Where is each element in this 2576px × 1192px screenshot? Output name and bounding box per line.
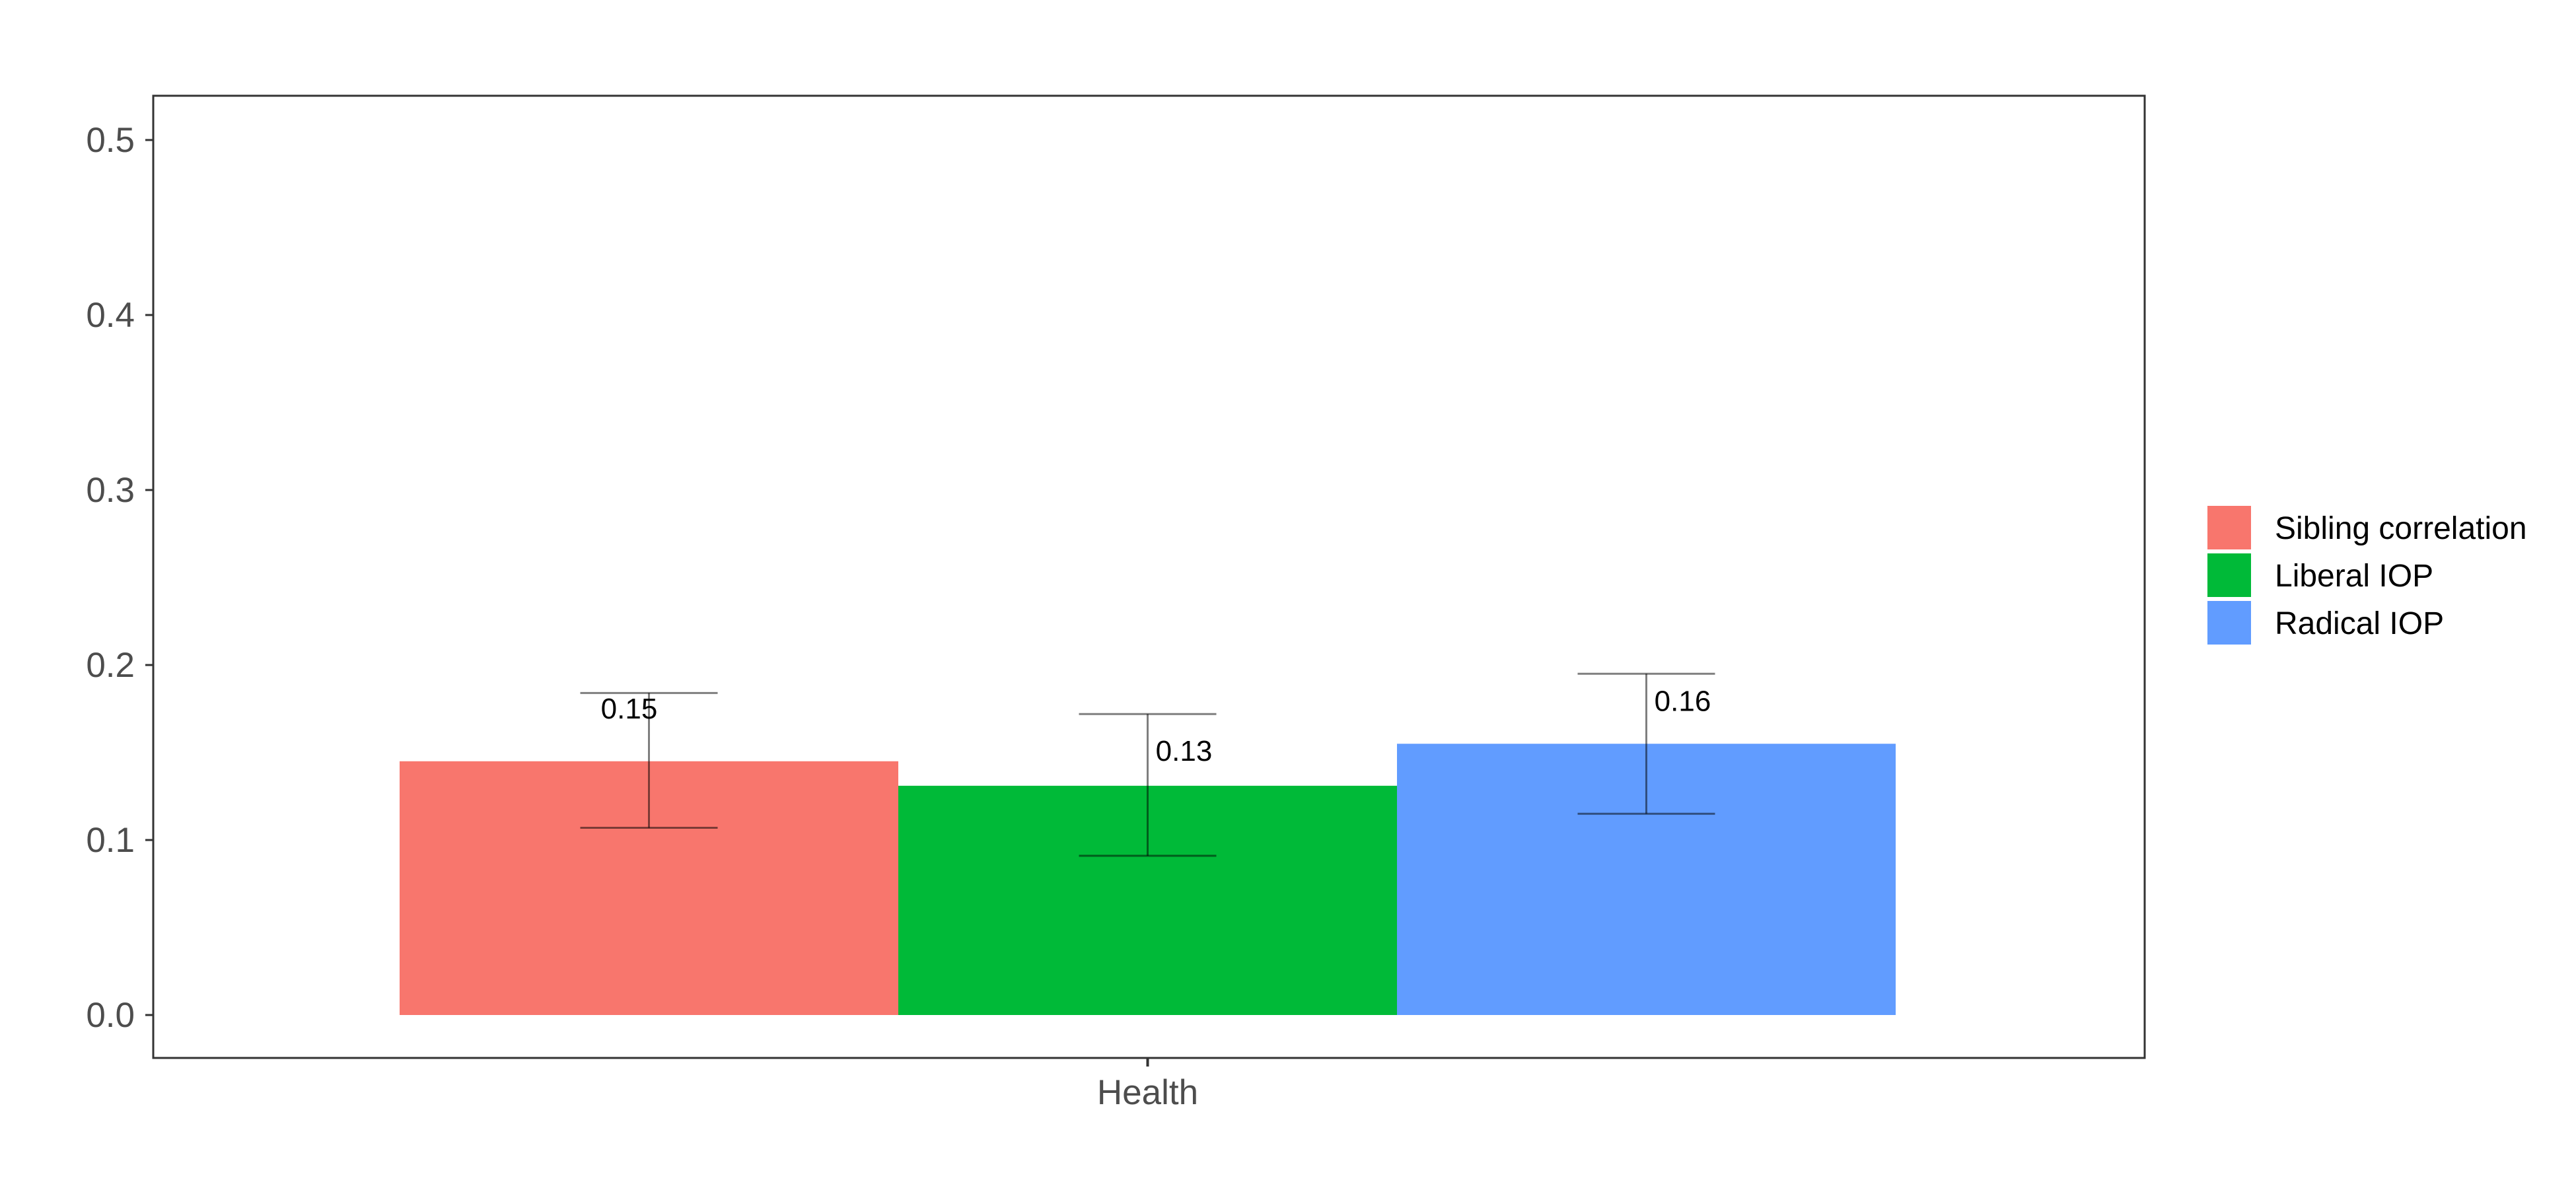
legend-swatch — [2207, 601, 2251, 645]
data-label: 0.16 — [1655, 685, 1711, 717]
y-tick-label: 0.4 — [86, 296, 135, 335]
legend-item: Liberal IOP — [2207, 553, 2433, 597]
error-bar — [580, 691, 718, 829]
legend-swatch — [2207, 553, 2251, 597]
legend-label: Sibling correlation — [2275, 511, 2527, 546]
y-tick-label: 0.1 — [86, 821, 135, 860]
legend-label: Liberal IOP — [2275, 559, 2433, 594]
error-bar — [1577, 672, 1715, 815]
legend-swatch — [2207, 506, 2251, 549]
data-labels: 0.15 0.13 0.16 — [601, 685, 1711, 767]
x-axis: Health — [1097, 1058, 1198, 1112]
error-bar — [1079, 713, 1217, 857]
y-tick-label: 0.2 — [86, 646, 135, 685]
x-tick-label: Health — [1097, 1073, 1198, 1112]
y-tick-label: 0.5 — [86, 121, 135, 160]
legend-label: Radical IOP — [2275, 606, 2444, 641]
data-label: 0.13 — [1156, 735, 1213, 767]
data-label: 0.15 — [601, 693, 658, 725]
legend: Sibling correlation Liberal IOP Radical IO… — [2207, 506, 2527, 645]
legend-item: Sibling correlation — [2207, 506, 2527, 549]
y-tick-label: 0.0 — [86, 996, 135, 1035]
legend-item: Radical IOP — [2207, 601, 2444, 645]
y-axis: 0.0 0.1 0.2 0.3 0.4 0.5 — [86, 121, 153, 1035]
error-bars — [580, 672, 1715, 857]
y-tick-label: 0.3 — [86, 471, 135, 510]
